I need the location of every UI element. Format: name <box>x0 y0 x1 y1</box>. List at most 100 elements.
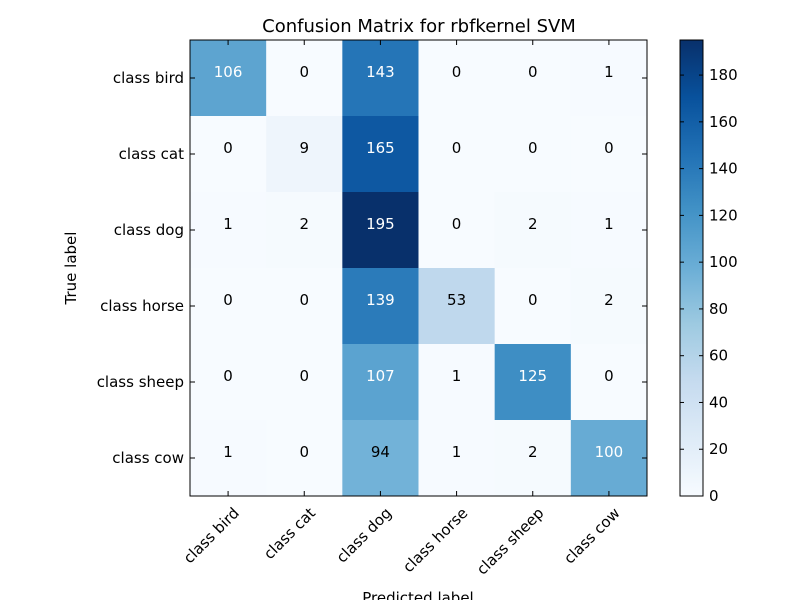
heatmap-cell <box>570 268 648 345</box>
heatmap-cell <box>266 40 343 117</box>
heatmap-cell <box>494 344 572 421</box>
cell-value-label: 0 <box>299 443 309 461</box>
cell-value-label: 0 <box>223 139 233 157</box>
y-tick-label: class horse <box>100 297 184 315</box>
colorbar-tick-label: 160 <box>709 113 738 131</box>
colorbar-tick-label: 40 <box>709 393 728 411</box>
x-tick-label: class bird <box>180 504 243 567</box>
x-tick-label: class cat <box>260 504 319 563</box>
colorbar <box>679 39 704 497</box>
heatmap-cell <box>418 40 496 117</box>
cell-value-label: 107 <box>366 367 395 385</box>
heatmap-cell <box>494 40 572 117</box>
cell-value-label: 125 <box>518 367 547 385</box>
heatmap-cell <box>418 192 496 269</box>
heatmap-cell <box>494 116 572 193</box>
heatmap-cell <box>494 420 572 497</box>
heatmap-cell <box>266 344 343 421</box>
plot-frame <box>189 39 648 497</box>
y-tick-label: class cat <box>119 145 184 163</box>
cell-value-label: 0 <box>223 367 233 385</box>
cell-value-label: 1 <box>604 215 614 233</box>
heatmap-cell <box>570 192 648 269</box>
colorbar-tick-label: 0 <box>709 487 719 505</box>
cell-value-label: 1 <box>223 215 233 233</box>
x-tick-label: class sheep <box>473 504 547 578</box>
heatmap-cell <box>342 420 419 497</box>
colorbar-tick-label: 20 <box>709 440 728 458</box>
heatmap-cell <box>494 268 572 345</box>
heatmap-cell <box>418 420 496 497</box>
cell-value-label: 2 <box>528 215 538 233</box>
cell-value-label: 1 <box>223 443 233 461</box>
heatmap-cell <box>266 116 343 193</box>
cell-value-label: 0 <box>299 291 309 309</box>
cell-value-label: 0 <box>452 139 462 157</box>
heatmap-cell <box>570 344 648 421</box>
cell-value-label: 0 <box>604 139 614 157</box>
colorbar-tick-label: 120 <box>709 206 738 224</box>
cell-value-label: 0 <box>528 291 538 309</box>
cell-value-label: 1 <box>452 443 462 461</box>
y-tick-label: class cow <box>112 449 184 467</box>
heatmap-cell <box>266 192 343 269</box>
y-axis-label: True label <box>62 232 80 306</box>
cell-value-label: 53 <box>447 291 466 309</box>
heatmap-cell <box>266 420 343 497</box>
colorbar-tick-label: 180 <box>709 66 738 84</box>
heatmap-cell <box>418 116 496 193</box>
x-tick-label: class cow <box>560 504 623 567</box>
cell-value-label: 1 <box>452 367 462 385</box>
cell-value-label: 165 <box>366 139 395 157</box>
heatmap-cell <box>494 192 572 269</box>
heatmap-cell <box>570 420 648 497</box>
heatmap-cell <box>342 268 419 345</box>
heatmap-cell <box>418 268 496 345</box>
cell-value-label: 0 <box>604 367 614 385</box>
cell-value-label: 139 <box>366 291 395 309</box>
heatmap-cell <box>418 344 496 421</box>
heatmap-cell <box>570 116 648 193</box>
heatmap-cell-labels: 106 0 143 0 0 10 9 165 0 0 01 2 195 0 2 10 0 139 53 0 20 0 107… <box>214 63 623 461</box>
x-tick-label: class dog <box>333 504 395 566</box>
chart-title: Confusion Matrix for rbfkernel SVM <box>262 16 576 37</box>
cell-value-label: 9 <box>299 139 309 157</box>
cell-value-label: 2 <box>528 443 538 461</box>
cell-value-label: 0 <box>299 367 309 385</box>
cell-value-label: 2 <box>299 215 309 233</box>
cell-value-label: 1 <box>604 63 614 81</box>
heatmap-cell <box>190 344 267 421</box>
heatmap-cell <box>190 116 267 193</box>
cell-value-label: 106 <box>214 63 243 81</box>
colorbar-tick-label: 100 <box>709 253 738 271</box>
heatmap-cell <box>190 40 267 117</box>
cell-value-label: 0 <box>223 291 233 309</box>
cell-value-label: 0 <box>299 63 309 81</box>
cell-value-label: 143 <box>366 63 395 81</box>
heatmap-cell <box>570 40 648 117</box>
axis-ticks <box>190 40 647 496</box>
y-tick-label: class sheep <box>97 373 184 391</box>
heatmap-cells <box>190 40 648 497</box>
colorbar-tick-label: 80 <box>709 300 728 318</box>
x-axis-label: Predicted label <box>362 589 473 600</box>
colorbar-ticks: 0 20 40 60 80 100 120 140 160 180 <box>680 66 738 505</box>
cell-value-label: 0 <box>452 215 462 233</box>
cell-value-label: 0 <box>528 63 538 81</box>
cell-value-label: 94 <box>371 443 390 461</box>
heatmap-cell <box>342 40 419 117</box>
cell-value-label: 195 <box>366 215 395 233</box>
y-tick-label: class bird <box>113 69 184 87</box>
heatmap-cell <box>342 344 419 421</box>
cell-value-label: 0 <box>528 139 538 157</box>
heatmap-cell <box>342 192 419 269</box>
cell-value-label: 100 <box>595 443 624 461</box>
y-tick-label: class dog <box>114 221 184 239</box>
heatmap-cell <box>190 192 267 269</box>
heatmap-cell <box>266 268 343 345</box>
y-tick-labels: class bird class cat class dog class horse c… <box>97 69 184 467</box>
colorbar-tick-label: 60 <box>709 347 728 365</box>
heatmap-cell <box>342 116 419 193</box>
colorbar-tick-label: 140 <box>709 160 738 178</box>
